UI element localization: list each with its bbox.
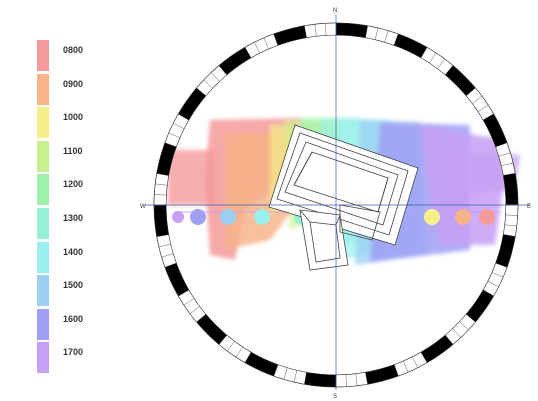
ring-tick [452,328,462,338]
building-wing-edge-2 [335,214,341,226]
ring-tick [283,367,288,380]
building-roof-inner-2 [284,141,399,226]
label-north: N [333,8,337,14]
legend-label-0800: 0800 [63,45,84,55]
building-roof-inner-1 [276,132,409,236]
ring-tick [384,30,389,43]
ring-tick [293,370,297,383]
label-east: E [527,204,531,210]
ring-segment [156,234,177,268]
legend-swatch-1100 [37,140,49,172]
ring-tick [235,346,243,358]
sun-position-0800 [479,209,495,225]
legend-swatch-1200 [37,174,49,206]
ring-segment [393,351,428,377]
ring-segment [444,313,476,345]
shadow-0800-west [168,150,215,205]
sun-position-0900 [455,209,471,225]
legend-label-1700: 1700 [63,347,84,358]
sun-position-1600 [190,209,206,225]
sun-position-1400 [254,209,270,225]
ring-segment [365,364,399,385]
legend-swatch-1600 [37,308,49,340]
ring-tick [412,356,418,368]
ring-segment [365,25,399,46]
building-wing-inner [309,221,341,263]
ring-tick [498,152,511,157]
ring-tick [375,27,379,40]
label-west: W [140,204,146,210]
ring-tick [314,24,317,37]
ring-tick [487,281,499,287]
ring-tick [355,373,358,386]
ring-tick [505,214,518,216]
ring-segment [196,65,228,97]
ring-tick [227,341,235,352]
legend-label-1400: 1400 [63,246,84,257]
legend-label-1100: 1100 [63,145,83,156]
ring-tick [158,244,171,248]
legend-label-1300: 1300 [63,213,84,223]
time-legend: 0800 0900 1000 1100 1200 1300 1400 1500 1600 1700 [37,40,117,376]
compass-labels: N S W E [140,8,531,400]
legend-swatch-1400 [37,241,49,273]
legend-swatch-0800 [37,40,49,71]
ring-tick [459,321,469,331]
ring-tick [155,183,168,186]
sun-position-1700 [172,211,184,223]
ring-segment [273,25,307,46]
legend-label-1000: 1000 [63,112,84,123]
ring-tick [173,123,185,129]
ring-tick [254,42,260,54]
legend-label-0900: 0900 [63,78,84,89]
legend-swatch-1500 [37,275,49,307]
ring-segment [273,364,307,385]
ring-tick [263,37,269,49]
legend-label-1500: 1500 [63,280,84,291]
ring-tick [189,306,200,314]
ring-tick [325,23,327,36]
ring-tick [504,224,517,227]
ring-tick [210,72,220,82]
legend-swatch-1700 [37,342,49,374]
label-south: S [333,394,337,400]
axes [145,15,530,390]
ring-tick [183,298,195,306]
ring-segment [244,33,279,59]
building-step [339,204,381,241]
legend-label-1200: 1200 [63,179,84,190]
sun-position-1000 [424,209,440,225]
legend-swatch-1300 [37,208,49,239]
sun-position-1500 [220,209,236,225]
ring-segment [196,313,228,345]
ring-segment [164,113,190,148]
ring-tick [492,272,504,278]
ring-tick [501,162,514,166]
ring-tick [168,132,180,138]
building-wing-edge-1 [299,209,311,223]
ring-segment [444,65,476,97]
building-edge-1 [293,151,313,186]
building-edge-2 [377,177,389,213]
legend-label-1600: 1600 [63,313,84,324]
ring-tick [437,58,445,69]
ring-tick [154,194,167,196]
ring-tick [477,104,489,112]
ring-segment [393,33,428,59]
ring-tick [403,361,409,373]
ring-tick [345,374,347,387]
ring-segment [495,234,516,268]
ring-tick [472,96,483,104]
ring-tick [429,52,437,64]
ring-tick [161,253,174,258]
ring-tick [203,79,213,89]
ring-segment [164,262,190,297]
ring-segment [482,262,508,297]
legend-swatch-0900 [37,73,49,105]
ring-segment [244,351,279,377]
legend-swatch-1000 [37,107,49,139]
